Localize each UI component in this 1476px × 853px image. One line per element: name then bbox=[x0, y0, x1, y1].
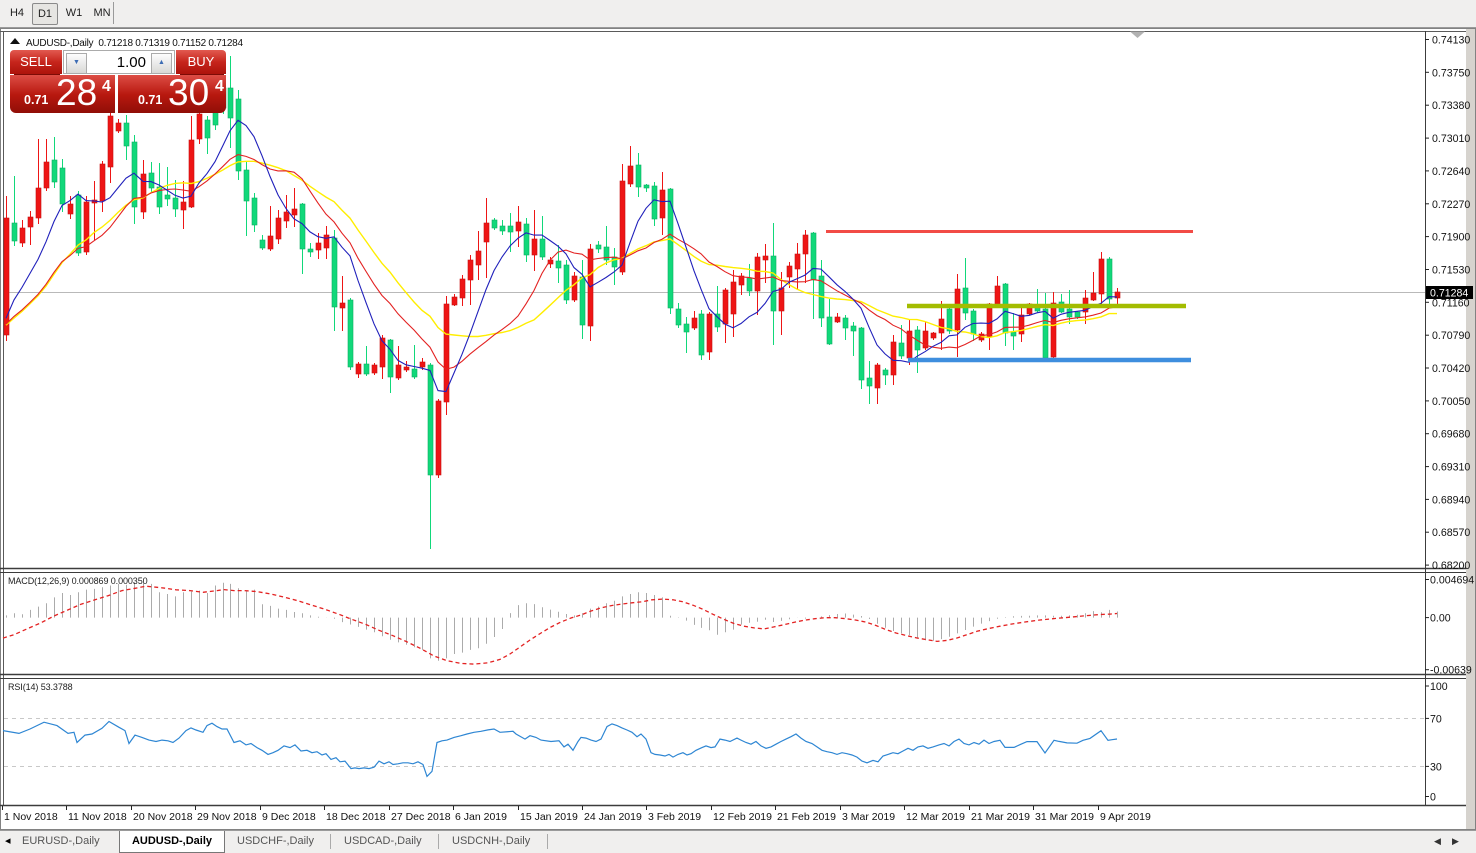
svg-text:MACD(12,26,9) 0.000869 0.00035: MACD(12,26,9) 0.000869 0.000350 bbox=[8, 576, 148, 586]
svg-text:21 Mar 2019: 21 Mar 2019 bbox=[971, 811, 1030, 823]
svg-text:3 Mar 2019: 3 Mar 2019 bbox=[842, 811, 895, 823]
svg-text:0.73010: 0.73010 bbox=[1432, 133, 1470, 145]
svg-text:21 Feb 2019: 21 Feb 2019 bbox=[777, 811, 836, 823]
svg-text:100: 100 bbox=[1430, 681, 1448, 693]
svg-text:18 Dec 2018: 18 Dec 2018 bbox=[326, 811, 386, 823]
svg-text:0.71900: 0.71900 bbox=[1432, 232, 1470, 244]
svg-text:30: 30 bbox=[1430, 761, 1442, 773]
svg-text:0.74130: 0.74130 bbox=[1432, 35, 1470, 47]
svg-text:0: 0 bbox=[1430, 792, 1436, 804]
svg-text:12 Feb 2019: 12 Feb 2019 bbox=[713, 811, 772, 823]
svg-text:9 Apr 2019: 9 Apr 2019 bbox=[1100, 811, 1151, 823]
svg-text:0.68940: 0.68940 bbox=[1432, 494, 1470, 506]
svg-text:-0.00639: -0.00639 bbox=[1430, 665, 1472, 677]
svg-text:0.73750: 0.73750 bbox=[1432, 67, 1470, 79]
svg-text:0.70050: 0.70050 bbox=[1432, 396, 1470, 408]
svg-text:0.004694: 0.004694 bbox=[1430, 575, 1474, 587]
svg-text:0.73380: 0.73380 bbox=[1432, 100, 1470, 112]
svg-text:0.68200: 0.68200 bbox=[1432, 560, 1470, 572]
svg-text:0.72640: 0.72640 bbox=[1432, 166, 1470, 178]
svg-text:0.69310: 0.69310 bbox=[1432, 462, 1470, 474]
svg-text:24 Jan 2019: 24 Jan 2019 bbox=[584, 811, 642, 823]
svg-text:0.70420: 0.70420 bbox=[1432, 363, 1470, 375]
svg-text:0.71530: 0.71530 bbox=[1432, 265, 1470, 277]
svg-text:RSI(14) 53.3788: RSI(14) 53.3788 bbox=[8, 682, 73, 692]
svg-text:31 Mar 2019: 31 Mar 2019 bbox=[1035, 811, 1094, 823]
svg-text:29 Nov 2018: 29 Nov 2018 bbox=[197, 811, 257, 823]
svg-text:0.00: 0.00 bbox=[1430, 613, 1451, 625]
svg-text:3 Feb 2019: 3 Feb 2019 bbox=[648, 811, 701, 823]
svg-text:0.69680: 0.69680 bbox=[1432, 429, 1470, 441]
svg-text:0.68570: 0.68570 bbox=[1432, 527, 1470, 539]
svg-text:20 Nov 2018: 20 Nov 2018 bbox=[133, 811, 193, 823]
svg-text:12 Mar 2019: 12 Mar 2019 bbox=[906, 811, 965, 823]
svg-text:0.70790: 0.70790 bbox=[1432, 330, 1470, 342]
svg-text:9 Dec 2018: 9 Dec 2018 bbox=[262, 811, 316, 823]
svg-text:AUDUSD-,Daily 0.71218 0.71319: AUDUSD-,Daily 0.71218 0.71319 0.71152 0.… bbox=[26, 38, 243, 49]
svg-text:15 Jan 2019: 15 Jan 2019 bbox=[520, 811, 578, 823]
svg-text:6 Jan 2019: 6 Jan 2019 bbox=[455, 811, 507, 823]
svg-text:0.72270: 0.72270 bbox=[1432, 199, 1470, 211]
svg-text:0.71160: 0.71160 bbox=[1432, 297, 1470, 309]
svg-text:70: 70 bbox=[1430, 713, 1442, 725]
svg-text:0.71284: 0.71284 bbox=[1430, 288, 1468, 300]
svg-text:27 Dec 2018: 27 Dec 2018 bbox=[391, 811, 451, 823]
svg-text:11 Nov 2018: 11 Nov 2018 bbox=[68, 811, 127, 823]
svg-text:1 Nov 2018: 1 Nov 2018 bbox=[4, 811, 58, 823]
